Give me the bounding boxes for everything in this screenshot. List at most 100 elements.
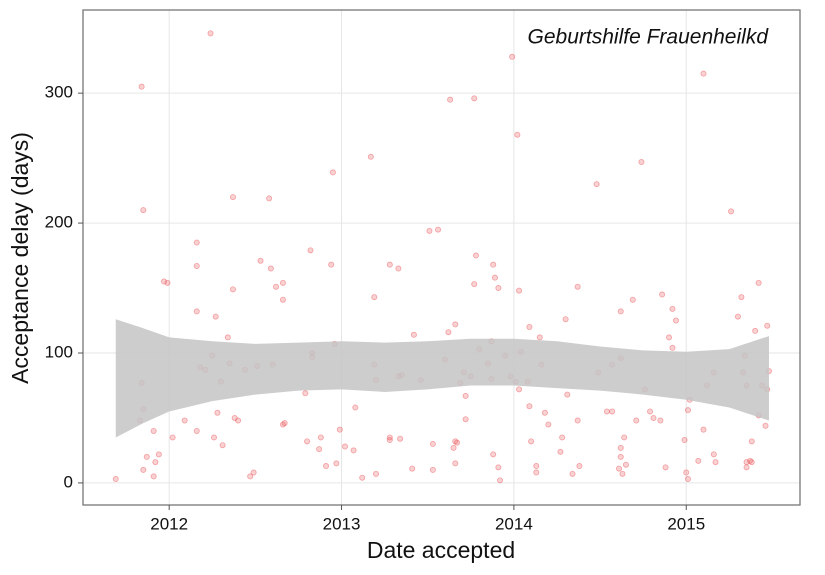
point: [229, 194, 236, 201]
y-tick-label: 200: [45, 213, 73, 232]
point: [748, 438, 755, 445]
point: [669, 344, 676, 351]
point: [445, 329, 452, 336]
point: [150, 427, 157, 434]
point: [533, 463, 540, 470]
point: [471, 95, 478, 102]
point: [193, 262, 200, 269]
point: [367, 153, 374, 160]
point: [281, 420, 288, 427]
point: [452, 438, 459, 445]
point: [495, 464, 502, 471]
point: [666, 334, 673, 341]
point: [743, 464, 750, 471]
point: [140, 207, 147, 214]
point: [700, 70, 707, 77]
point: [329, 169, 336, 176]
point: [617, 453, 624, 460]
point: [143, 453, 150, 460]
point: [328, 261, 335, 268]
point: [138, 83, 145, 90]
point: [747, 457, 754, 464]
point: [224, 334, 231, 341]
point: [541, 409, 548, 416]
point: [193, 308, 200, 315]
point: [279, 279, 286, 286]
point: [762, 422, 769, 429]
point: [350, 447, 357, 454]
point: [514, 131, 521, 138]
point: [662, 464, 669, 471]
point: [576, 463, 583, 470]
point: [629, 296, 636, 303]
point: [210, 434, 217, 441]
point: [150, 473, 157, 480]
point: [450, 444, 457, 451]
x-tick-label: 2012: [150, 514, 188, 533]
x-tick-label: 2014: [495, 514, 533, 533]
point: [359, 474, 366, 481]
point: [516, 386, 523, 393]
point: [748, 459, 755, 466]
point: [410, 331, 417, 338]
point: [536, 334, 543, 341]
point: [647, 408, 654, 415]
point: [279, 421, 286, 428]
point: [304, 438, 311, 445]
point: [557, 448, 564, 455]
point: [373, 470, 380, 477]
point: [526, 403, 533, 410]
plot-background: [83, 10, 800, 505]
y-axis-title: Acceptance delay (days): [7, 132, 33, 384]
point: [564, 391, 571, 398]
point: [559, 434, 566, 441]
point: [491, 274, 498, 281]
point: [247, 473, 254, 480]
point: [447, 96, 454, 103]
point: [161, 278, 168, 285]
point: [755, 279, 762, 286]
point: [684, 476, 691, 483]
point: [452, 460, 459, 467]
point: [516, 287, 523, 294]
point: [528, 438, 535, 445]
point: [638, 159, 645, 166]
point: [738, 294, 745, 301]
point: [352, 404, 359, 411]
point: [603, 408, 610, 415]
point: [429, 440, 436, 447]
point: [169, 434, 176, 441]
point: [710, 451, 717, 458]
point: [435, 226, 442, 233]
point: [659, 291, 666, 298]
band-layer: [115, 319, 769, 438]
point: [462, 416, 469, 423]
point: [712, 459, 719, 466]
point: [302, 390, 309, 397]
point: [193, 239, 200, 246]
point: [229, 286, 236, 293]
point: [212, 313, 219, 320]
point: [526, 324, 533, 331]
point: [495, 285, 502, 292]
point: [155, 451, 162, 458]
point: [574, 417, 581, 424]
point: [752, 327, 759, 334]
point: [650, 414, 657, 421]
point: [266, 195, 273, 202]
y-tick-label: 0: [64, 472, 73, 491]
point: [562, 316, 569, 323]
point: [341, 443, 348, 450]
point: [471, 281, 478, 288]
point: [695, 457, 702, 464]
x-tick-label: 2013: [323, 514, 361, 533]
point: [152, 459, 159, 466]
point: [452, 321, 459, 328]
annotation: Geburtshilfe Frauenheilkd: [528, 26, 770, 49]
point: [657, 417, 664, 424]
point: [273, 283, 280, 290]
point: [622, 461, 629, 468]
point: [397, 435, 404, 442]
